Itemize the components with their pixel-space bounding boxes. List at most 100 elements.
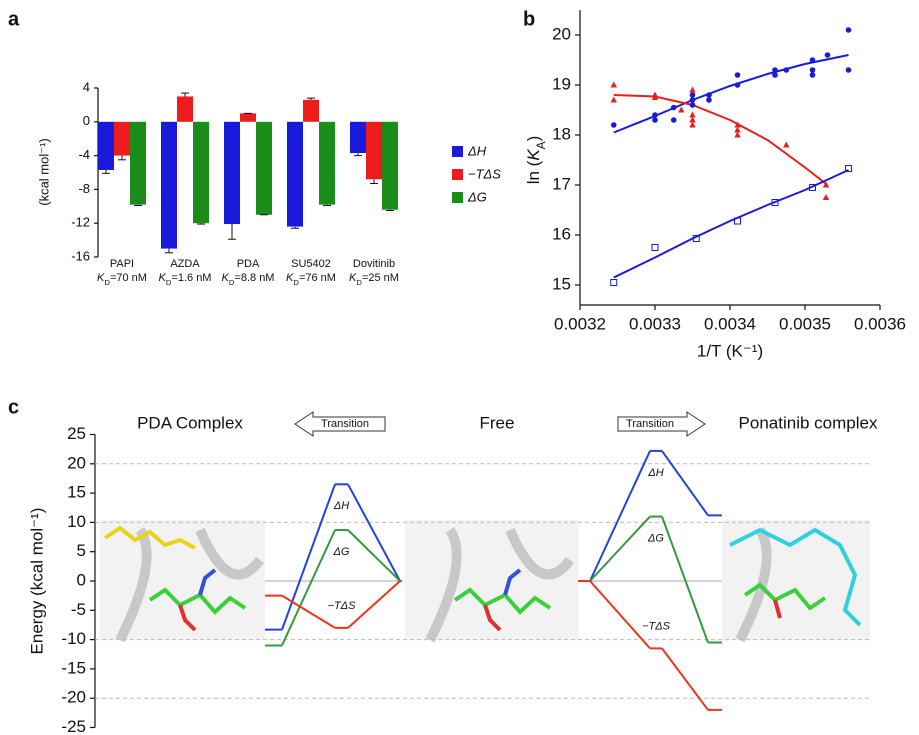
y-tick-label: -20 xyxy=(61,688,86,707)
y-tick-label: 20 xyxy=(552,24,571,43)
legend-swatch xyxy=(452,146,463,157)
fit-line xyxy=(613,94,829,186)
point xyxy=(772,67,778,73)
kd-label: KD=76 nM xyxy=(286,272,336,287)
kd-label: KD=25 nM xyxy=(349,272,399,287)
y-tick-label: 16 xyxy=(552,224,571,243)
error-bar xyxy=(181,92,189,97)
bar xyxy=(193,121,209,224)
point xyxy=(824,52,831,58)
series-label: −TΔS xyxy=(642,620,671,632)
transition-arrow xyxy=(617,411,706,437)
point xyxy=(734,82,741,88)
x-tick-label: 0.0032 xyxy=(554,314,606,333)
bar xyxy=(161,121,177,249)
y-tick-label: -16 xyxy=(71,248,90,263)
error-bar xyxy=(118,155,126,161)
bar xyxy=(130,121,146,205)
x-tick-label: 0.0034 xyxy=(704,314,756,333)
point xyxy=(610,96,617,103)
bar xyxy=(240,113,256,122)
series-label: ΔH xyxy=(647,467,663,479)
point xyxy=(610,279,618,286)
legend-label: ΔH xyxy=(467,143,487,158)
energy-connector xyxy=(281,483,336,630)
point xyxy=(651,94,659,100)
error-bar xyxy=(197,223,205,225)
legend-swatch xyxy=(452,169,463,180)
kd-label: KD=70 nM xyxy=(97,272,147,287)
point xyxy=(845,67,852,73)
error-bar xyxy=(354,153,362,157)
bar xyxy=(303,99,319,122)
point xyxy=(734,121,741,128)
point xyxy=(734,72,741,78)
point xyxy=(689,86,696,93)
y-tick-label: 0 xyxy=(77,570,86,589)
series-label: −TΔS xyxy=(328,600,357,612)
point xyxy=(610,122,617,128)
bar xyxy=(224,121,240,225)
y-tick-label: 17 xyxy=(552,174,571,193)
series-label: ΔG xyxy=(333,546,350,558)
point xyxy=(783,67,790,73)
point xyxy=(706,97,712,103)
bar xyxy=(366,121,382,180)
energy-connector xyxy=(589,450,651,582)
stage-label: Free xyxy=(480,413,515,432)
error-bar xyxy=(323,204,331,206)
legend-label: ΔG xyxy=(467,189,487,204)
y-tick-label: 25 xyxy=(67,424,86,443)
y-tick-label: -5 xyxy=(71,600,86,619)
point xyxy=(771,199,779,206)
energy-connector xyxy=(661,516,709,643)
x-tick-label: PAPI xyxy=(110,258,134,270)
point xyxy=(689,92,696,98)
y-tick-label: 4 xyxy=(83,79,90,94)
y-tick-label: 20 xyxy=(67,453,86,472)
y-tick-label: -12 xyxy=(71,215,90,230)
series-label: ΔG xyxy=(647,532,664,544)
point xyxy=(809,72,816,78)
kd-label: KD=1.6 nM xyxy=(159,272,212,287)
point xyxy=(734,126,741,133)
x-tick-label: Dovitinib xyxy=(353,258,395,270)
point xyxy=(734,217,741,225)
point xyxy=(689,97,696,103)
energy-connector xyxy=(347,529,401,582)
energy-connector xyxy=(281,594,336,629)
bar xyxy=(350,121,366,154)
error-bar xyxy=(307,97,315,100)
legend-swatch xyxy=(452,192,463,203)
y-tick-label: 15 xyxy=(552,274,571,293)
series-label: ΔH xyxy=(333,500,349,512)
bar xyxy=(177,96,193,122)
point xyxy=(783,141,790,148)
energy-connector xyxy=(347,580,401,629)
x-tick-label: 0.0036 xyxy=(854,314,906,333)
x-tick-label: AZDA xyxy=(170,258,200,270)
point xyxy=(610,81,617,88)
fit-line xyxy=(613,169,849,279)
point xyxy=(689,116,696,123)
point xyxy=(689,111,696,118)
panel-letter: a xyxy=(8,8,20,30)
energy-connector xyxy=(347,483,401,582)
point xyxy=(689,102,696,108)
bar xyxy=(382,121,398,210)
point xyxy=(706,92,712,98)
stage-label: PDA Complex xyxy=(137,413,243,432)
panel-letter: b xyxy=(523,8,535,30)
error-bar xyxy=(386,209,394,212)
bar xyxy=(256,121,272,215)
error-bar xyxy=(228,224,236,240)
structure-image xyxy=(405,520,578,643)
error-bar xyxy=(165,248,173,254)
y-tick-label: 5 xyxy=(77,541,86,560)
y-tick-label: -15 xyxy=(61,658,86,677)
y-tick-label: -8 xyxy=(78,181,90,196)
energy-connector xyxy=(661,450,709,516)
y-tick-label: 19 xyxy=(552,74,571,93)
bar xyxy=(114,121,130,156)
y-axis-label: ln (KA) xyxy=(524,136,548,185)
